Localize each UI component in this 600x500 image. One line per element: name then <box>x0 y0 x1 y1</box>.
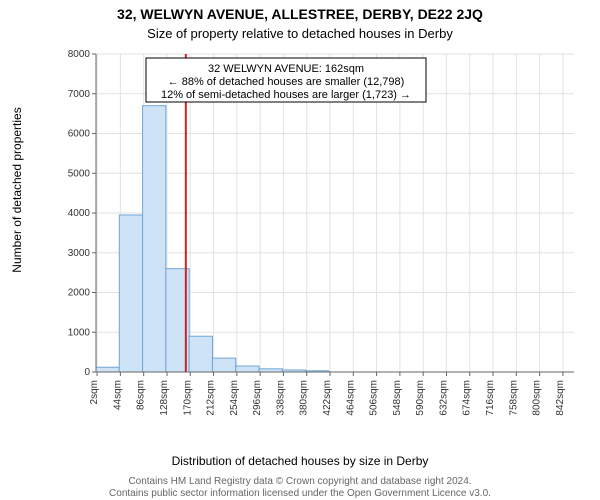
chart-plot: 0 1000 2000 3000 4000 5000 6000 7000 8000 2sqm 44… <box>60 50 580 430</box>
x-tick-label: 548sqm <box>392 380 403 416</box>
histogram-bar <box>236 366 259 372</box>
chart-subtitle: Size of property relative to detached ho… <box>0 26 600 41</box>
x-tick-label: 590sqm <box>415 380 426 416</box>
chart-root: { "title1": "32, WELWYN AVENUE, ALLESTRE… <box>0 0 600 500</box>
y-tick-label: 8000 <box>68 50 91 60</box>
x-axis-label: Distribution of detached houses by size … <box>0 454 600 468</box>
y-tick-label: 5000 <box>68 168 91 179</box>
x-tick-label: 44sqm <box>112 380 123 410</box>
x-tick-label: 338sqm <box>275 380 286 416</box>
x-tick-label: 464sqm <box>345 380 356 416</box>
x-tick-label: 632sqm <box>438 380 449 416</box>
y-tick-label: 2000 <box>68 288 91 299</box>
x-tick-label: 296sqm <box>252 380 263 416</box>
y-tick-label: 1000 <box>68 327 91 338</box>
x-tick-label: 422sqm <box>322 380 333 416</box>
histogram-bar <box>143 106 166 372</box>
x-tick-label: 2sqm <box>89 380 100 404</box>
caption-line2: Contains public sector information licen… <box>0 488 600 499</box>
x-tick-label: 506sqm <box>369 380 380 416</box>
x-tick-label: 842sqm <box>555 380 566 416</box>
infobox-line3: 12% of semi-detached houses are larger (… <box>161 89 411 101</box>
y-tick-label: 7000 <box>68 89 91 100</box>
infobox: 32 WELWYN AVENUE: 162sqm ← 88% of detach… <box>146 58 426 102</box>
x-tick-label: 758sqm <box>508 380 519 416</box>
infobox-line2: ← 88% of detached houses are smaller (12… <box>168 76 405 88</box>
x-tick-label: 716sqm <box>485 380 496 416</box>
x-tick-label: 86sqm <box>136 380 147 410</box>
y-tick-label: 0 <box>84 367 90 378</box>
y-tick-label: 3000 <box>68 248 91 259</box>
histogram-bar <box>96 367 119 372</box>
x-tick-label: 674sqm <box>462 380 473 416</box>
caption-line1: Contains HM Land Registry data © Crown c… <box>0 476 600 487</box>
y-axis-label: Number of detached properties <box>10 40 24 340</box>
histogram-bar <box>212 358 235 372</box>
x-tick-label: 800sqm <box>532 380 543 416</box>
infobox-line1: 32 WELWYN AVENUE: 162sqm <box>208 63 364 75</box>
y-tick-label: 4000 <box>68 208 91 219</box>
x-tick-label: 380sqm <box>299 380 310 416</box>
y-tick-label: 6000 <box>68 129 91 140</box>
x-tick-label: 254sqm <box>229 380 240 416</box>
chart-title: 32, WELWYN AVENUE, ALLESTREE, DERBY, DE2… <box>0 6 600 22</box>
histogram-bar <box>189 336 212 372</box>
x-tick-label: 212sqm <box>206 380 217 416</box>
x-axis: 2sqm 44sqm 86sqm 128sqm 170sqm 212sqm 254sqm 29… <box>89 372 574 416</box>
y-axis: 0 1000 2000 3000 4000 5000 6000 7000 8000 <box>68 50 96 378</box>
x-tick-label: 128sqm <box>159 380 170 416</box>
histogram-bar <box>119 215 142 372</box>
x-tick-label: 170sqm <box>182 380 193 416</box>
